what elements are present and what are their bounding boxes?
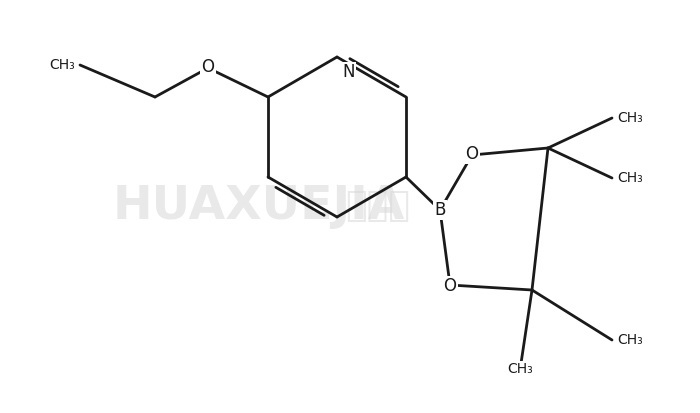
Text: B: B [434, 201, 446, 219]
Text: CH₃: CH₃ [507, 362, 533, 376]
Text: CH₃: CH₃ [617, 171, 643, 185]
Text: CH₃: CH₃ [49, 58, 75, 72]
Text: 化学加: 化学加 [346, 190, 410, 223]
Text: O: O [444, 277, 456, 295]
Text: HUAXUEJIA: HUAXUEJIA [113, 184, 405, 229]
Text: O: O [202, 58, 214, 76]
Text: O: O [466, 145, 479, 163]
Text: CH₃: CH₃ [617, 333, 643, 347]
Text: CH₃: CH₃ [617, 111, 643, 125]
Text: N: N [342, 63, 354, 81]
